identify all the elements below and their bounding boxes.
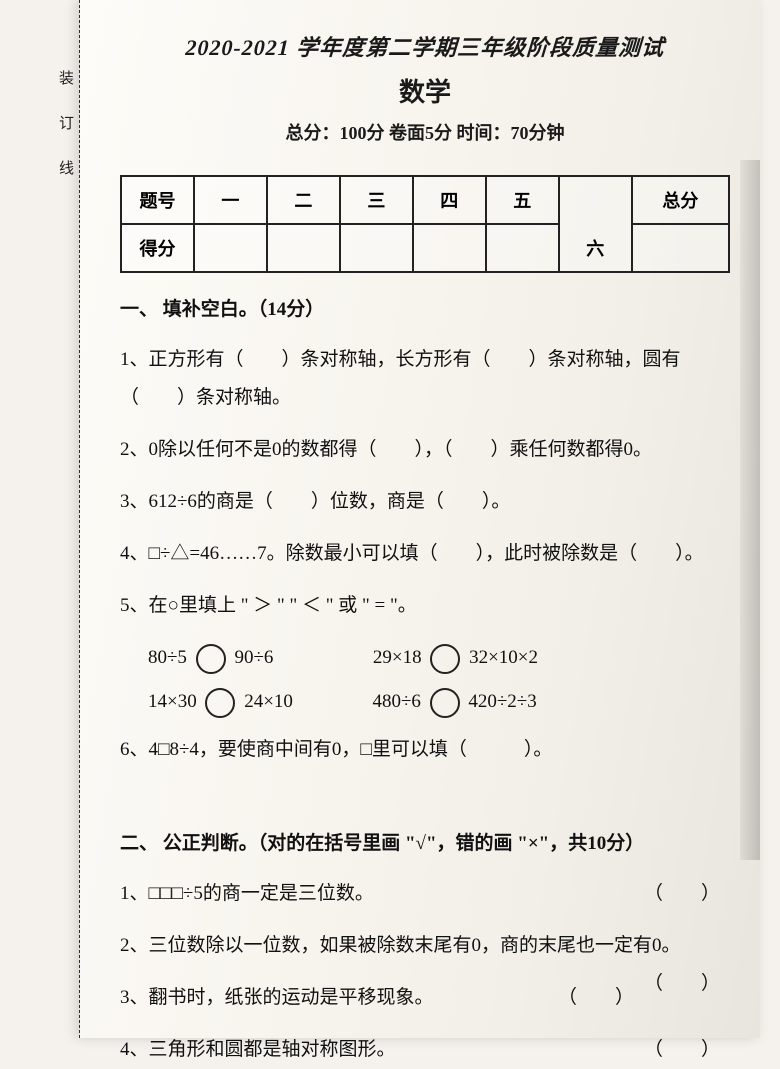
page-fold-shadow [740, 160, 760, 860]
compare-circle-icon [205, 688, 235, 718]
judge-paren: （ ） [644, 1031, 720, 1069]
score-header-cell: 总分 [632, 176, 729, 224]
score-header-cell: 四 [413, 176, 486, 224]
question-2-1-text: 1、□□□÷5的商一定是三位数。 [120, 883, 374, 904]
compare-circle-icon [196, 644, 226, 674]
question-2-4: 4、三角形和圆都是轴对称图形。 （ ） [120, 1031, 730, 1069]
score-header-cell: 三 [340, 176, 413, 224]
compare-circle-icon [430, 644, 460, 674]
exam-info: 总分：100分 卷面5分 时间：70分钟 [120, 119, 730, 145]
expr-5d-right: 420÷2÷3 [468, 691, 536, 712]
question-1-5-row2: 14×30 24×10 480÷6 420÷2÷3 [148, 683, 730, 721]
binding-char-1: 装 [55, 70, 76, 85]
score-blank-cell [486, 224, 559, 272]
section-2-heading: 二、 公正判断。（对的在括号里画 "√"，错的画 "×"，共10分） [120, 827, 730, 861]
score-header-cell: 一 [194, 176, 267, 224]
expr-5a-left: 80÷5 [148, 647, 187, 668]
score-header-cell: 二 [267, 176, 340, 224]
score-blank-cell [413, 224, 486, 272]
table-row: 题号 一 二 三 四 五 六 总分 [121, 176, 729, 224]
question-2-1: 1、□□□÷5的商一定是三位数。 （ ） [120, 875, 730, 913]
exam-subject: 数学 [120, 72, 730, 109]
question-1-2: 2、0除以任何不是0的数都得（ ），（ ）乘任何数都得0。 [120, 431, 730, 469]
question-1-4: 4、□÷△=46……7。除数最小可以填（ ），此时被除数是（ ）。 [120, 535, 730, 573]
binding-char-2: 订 [55, 115, 76, 130]
question-1-5-row1: 80÷5 90÷6 29×18 32×10×2 [148, 639, 730, 677]
question-1-3: 3、612÷6的商是（ ）位数，商是（ ）。 [120, 483, 730, 521]
table-row: 得分 [121, 224, 729, 272]
question-1-6: 6、4□8÷4，要使商中间有0，□里可以填（ ）。 [120, 731, 730, 769]
section-1-heading: 一、 填补空白。（14分） [120, 293, 730, 327]
expr-5d-left: 480÷6 [372, 691, 420, 712]
score-blank-cell [267, 224, 340, 272]
score-label-cell: 得分 [121, 224, 194, 272]
expr-5b-left: 29×18 [373, 647, 422, 668]
judge-paren: （ ） [644, 875, 720, 913]
binding-char-3: 线 [55, 160, 76, 175]
compare-circle-icon [430, 688, 460, 718]
expr-5a-right: 90÷6 [234, 647, 273, 668]
question-2-4-text: 4、三角形和圆都是轴对称图形。 [120, 1039, 396, 1060]
expr-5c-right: 24×10 [244, 691, 293, 712]
score-blank-cell [632, 224, 729, 272]
score-header-cell: 题号 [121, 176, 194, 224]
score-blank-cell [340, 224, 413, 272]
score-table: 题号 一 二 三 四 五 六 总分 得分 [120, 175, 730, 273]
judge-paren: （ ） [558, 979, 634, 1017]
question-2-3-text: 3、翻书时，纸张的运动是平移现象。 [120, 987, 434, 1008]
question-1-5: 5、在○里填上 " ＞ " " ＜ " 或 " = "。 [120, 587, 730, 625]
score-header-cell: 六 [559, 176, 632, 272]
question-2-2-text: 2、三位数除以一位数，如果被除数末尾有0，商的末尾也一定有0。 [120, 935, 681, 956]
expr-5b-right: 32×10×2 [469, 647, 538, 668]
question-2-2: 2、三位数除以一位数，如果被除数末尾有0，商的末尾也一定有0。 （ ） [120, 927, 730, 965]
binding-line [55, 0, 80, 1038]
score-blank-cell [194, 224, 267, 272]
question-1-1: 1、正方形有（ ）条对称轴，长方形有（ ）条对称轴，圆有（ ）条对称轴。 [120, 341, 730, 417]
expr-5c-left: 14×30 [148, 691, 197, 712]
exam-page: 2020-2021 学年度第二学期三年级阶段质量测试 数学 总分：100分 卷面… [80, 0, 760, 1038]
exam-title: 2020-2021 学年度第二学期三年级阶段质量测试 [119, 30, 731, 62]
score-header-cell: 五 [486, 176, 559, 224]
judge-paren: （ ） [644, 965, 720, 1003]
question-2-3: 3、翻书时，纸张的运动是平移现象。 （ ） [120, 979, 730, 1017]
